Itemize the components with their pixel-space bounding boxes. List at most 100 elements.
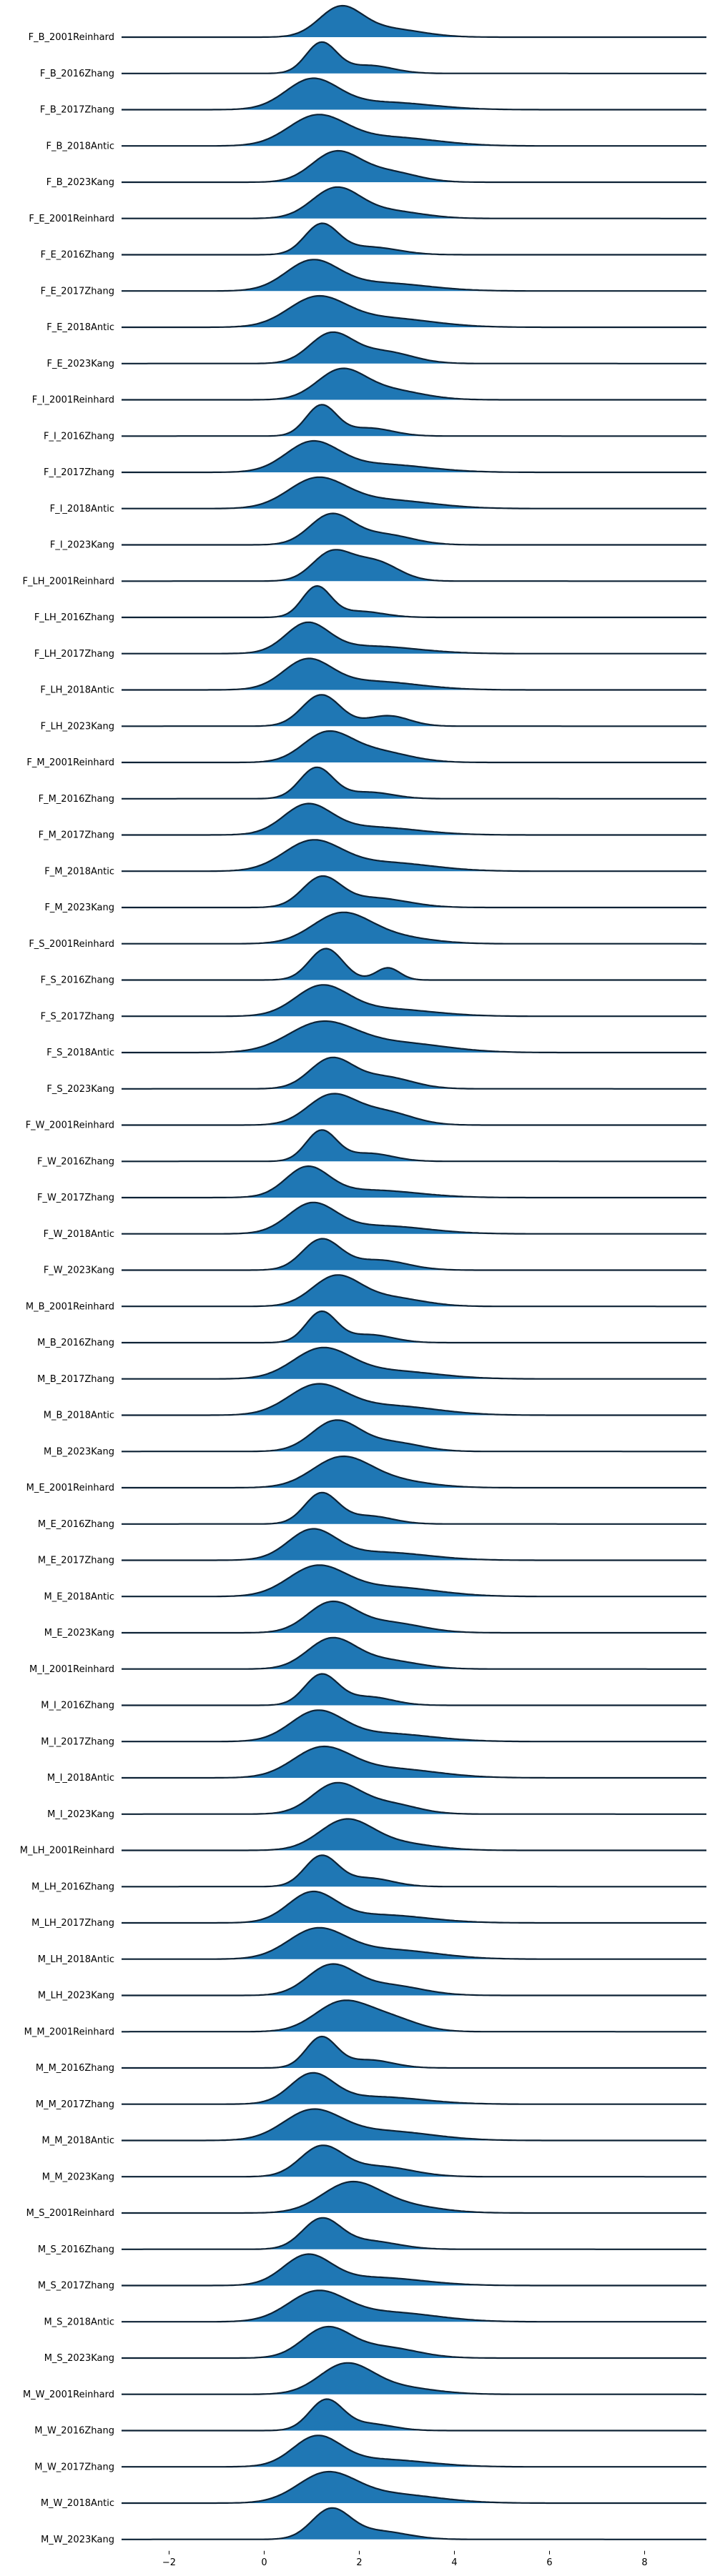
- ridge-line-F_LH_2001Reinhard: [122, 549, 706, 582]
- ridge-line-M_E_2001Reinhard: [122, 1455, 706, 1489]
- ridge-line-F_M_2016Zhang: [122, 766, 706, 800]
- ridge-line-F_B_2018Antic: [122, 114, 706, 147]
- x-tick-label: −2: [162, 2557, 176, 2568]
- ridge-label: M_I_2016Zhang: [41, 1701, 114, 1711]
- ridge-area-M_E_2017Zhang: [122, 1528, 706, 1561]
- ridge-area-M_B_2001Reinhard: [122, 1275, 706, 1307]
- ridge-line-F_M_2018Antic: [122, 839, 706, 872]
- ridge-line-F_W_2001Reinhard: [122, 1093, 706, 1126]
- ridge-area-F_M_2001Reinhard: [122, 731, 706, 762]
- ridge-label: M_W_2016Zhang: [34, 2426, 114, 2437]
- ridge-label: M_E_2001Reinhard: [26, 1483, 114, 1493]
- ridge-area-M_E_2018Antic: [122, 1565, 706, 1597]
- ridge-line-M_I_2017Zhang: [122, 1709, 706, 1743]
- ridge-line-F_S_2023Kang: [122, 1056, 706, 1090]
- ridge-label: F_B_2016Zhang: [40, 69, 114, 79]
- ridge-area-M_S_2018Antic: [122, 2290, 706, 2322]
- ridge-area-M_S_2023Kang: [122, 2327, 706, 2358]
- ridge-line-M_M_2017Zhang: [122, 2072, 706, 2105]
- ridge-area-M_M_2001Reinhard: [122, 2000, 706, 2032]
- ridge-label: F_W_2017Zhang: [37, 1193, 114, 1203]
- ridge-area-M_I_2001Reinhard: [122, 1637, 706, 1669]
- ridge-label: F_S_2017Zhang: [41, 1011, 114, 1022]
- ridge-label: M_S_2016Zhang: [38, 2244, 114, 2255]
- ridge-label: M_S_2018Antic: [44, 2317, 114, 2327]
- ridge-label: M_B_2001Reinhard: [26, 1301, 114, 1312]
- ridge-label: M_B_2016Zhang: [37, 1338, 114, 1348]
- ridge-label: F_M_2001Reinhard: [26, 757, 114, 768]
- ridge-line-M_I_2001Reinhard: [122, 1636, 706, 1670]
- ridge-label: M_W_2023Kang: [41, 2535, 114, 2545]
- ridge-area-F_B_2017Zhang: [122, 78, 706, 110]
- ridge-area-M_I_2016Zhang: [122, 1674, 706, 1706]
- ridge-label: F_I_2018Antic: [50, 504, 114, 514]
- ridge-area-F_S_2018Antic: [122, 1021, 706, 1053]
- ridge-label: F_LH_2001Reinhard: [23, 576, 114, 587]
- ridge-label: F_B_2017Zhang: [40, 105, 114, 116]
- ridge-line-M_I_2018Antic: [122, 1745, 706, 1779]
- ridge-area-F_E_2001Reinhard: [122, 187, 706, 219]
- ridge-label: F_E_2023Kang: [46, 359, 114, 369]
- ridge-area-M_LH_2016Zhang: [122, 1855, 706, 1887]
- ridge-line-F_W_2016Zhang: [122, 1129, 706, 1163]
- ridge-area-M_W_2001Reinhard: [122, 2362, 706, 2395]
- ridge-line-F_LH_2016Zhang: [122, 585, 706, 619]
- x-tick-label: 6: [546, 2557, 552, 2568]
- ridge-label: F_S_2023Kang: [46, 1084, 114, 1095]
- ridge-label: F_B_2023Kang: [46, 177, 114, 188]
- ridge-line-M_W_2018Antic: [122, 2470, 706, 2505]
- ridge-line-M_E_2016Zhang: [122, 1491, 706, 1525]
- ridge-area-M_E_2001Reinhard: [122, 1456, 706, 1488]
- ridge-line-F_E_2023Kang: [122, 331, 706, 364]
- ridge-line-M_LH_2001Reinhard: [122, 1818, 706, 1851]
- ridge-area-M_W_2016Zhang: [122, 2399, 706, 2431]
- ridge-line-M_M_2018Antic: [122, 2108, 706, 2142]
- ridge-line-F_E_2001Reinhard: [122, 186, 706, 219]
- ridgelines-group: [122, 4, 706, 2540]
- ridge-area-M_S_2016Zhang: [122, 2217, 706, 2249]
- ridge-line-F_S_2016Zhang: [122, 948, 706, 981]
- ridge-area-M_M_2023Kang: [122, 2145, 706, 2177]
- ridge-area-M_I_2018Antic: [122, 1746, 706, 1778]
- ridge-area-F_I_2001Reinhard: [122, 368, 706, 400]
- ridge-label: F_I_2023Kang: [50, 540, 114, 551]
- ridge-line-F_LH_2017Zhang: [122, 621, 706, 655]
- ridge-label: M_I_2018Antic: [47, 1773, 114, 1784]
- ridge-area-M_I_2023Kang: [122, 1782, 706, 1814]
- ridge-line-M_E_2023Kang: [122, 1600, 706, 1634]
- ridge-label: F_W_2018Antic: [44, 1229, 114, 1240]
- ridge-label: F_B_2001Reinhard: [29, 32, 114, 43]
- x-tick-label: 2: [356, 2557, 362, 2568]
- ridge-label: M_S_2023Kang: [44, 2353, 114, 2364]
- ridge-label: F_S_2018Antic: [46, 1048, 114, 1058]
- ridge-line-M_LH_2018Antic: [122, 1926, 706, 1960]
- ridge-area-M_LH_2017Zhang: [122, 1891, 706, 1923]
- ridge-label: M_W_2018Antic: [41, 2498, 114, 2509]
- x-tick-label: 0: [261, 2557, 267, 2568]
- ridge-label: M_B_2023Kang: [44, 1446, 114, 1457]
- ridge-label: M_S_2017Zhang: [38, 2281, 114, 2292]
- ridge-area-F_E_2016Zhang: [122, 223, 706, 255]
- ridge-line-M_W_2001Reinhard: [122, 2362, 706, 2395]
- ridge-label: M_S_2001Reinhard: [26, 2208, 114, 2219]
- ridge-label: M_LH_2016Zhang: [31, 1881, 114, 1892]
- x-tick-label: 8: [641, 2557, 647, 2568]
- ridge-label: M_M_2018Antic: [41, 2136, 114, 2147]
- ridge-area-F_W_2016Zhang: [122, 1130, 706, 1162]
- ridge-area-M_M_2016Zhang: [122, 2037, 706, 2068]
- ridge-line-M_S_2018Antic: [122, 2289, 706, 2323]
- ridge-line-F_B_2016Zhang: [122, 41, 706, 74]
- ridge-line-M_B_2001Reinhard: [122, 1274, 706, 1308]
- ridge-label: F_S_2016Zhang: [41, 975, 114, 986]
- ridge-line-F_E_2017Zhang: [122, 259, 706, 292]
- ridge-line-F_I_2001Reinhard: [122, 367, 706, 401]
- ridge-label: M_E_2016Zhang: [38, 1519, 114, 1530]
- ridge-line-F_E_2016Zhang: [122, 222, 706, 256]
- ridge-line-F_W_2023Kang: [122, 1238, 706, 1271]
- ridge-area-F_E_2017Zhang: [122, 259, 706, 292]
- ridge-area-F_S_2023Kang: [122, 1057, 706, 1089]
- ridge-area-M_LH_2001Reinhard: [122, 1819, 706, 1851]
- ridge-line-M_S_2016Zhang: [122, 2217, 706, 2250]
